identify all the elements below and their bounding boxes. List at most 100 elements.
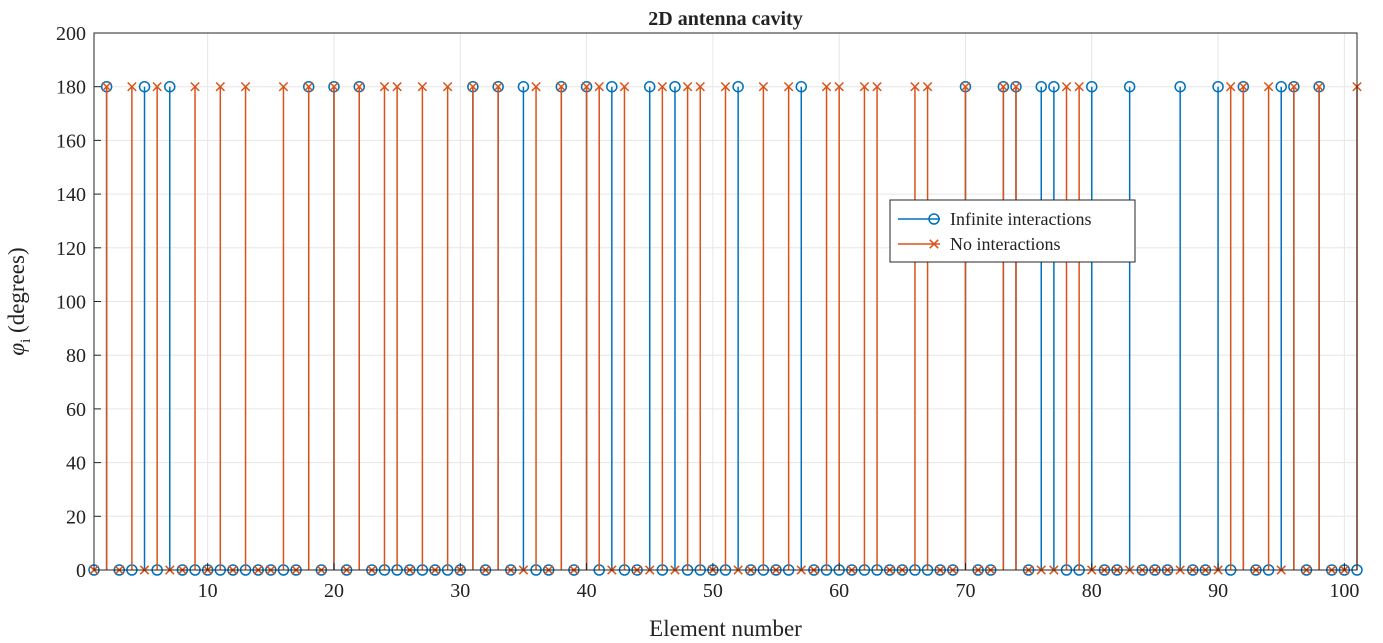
x-marker bbox=[468, 81, 478, 92]
x-marker bbox=[859, 81, 870, 92]
x-marker bbox=[1225, 81, 1236, 92]
circle-marker bbox=[164, 80, 176, 93]
x-marker bbox=[215, 81, 226, 92]
stem-point bbox=[468, 81, 478, 570]
stem-point bbox=[783, 81, 794, 570]
stem-point bbox=[643, 80, 656, 570]
series-group bbox=[88, 80, 1363, 576]
stem-point bbox=[531, 81, 541, 570]
x-tick-label: 50 bbox=[703, 580, 723, 602]
stem-point bbox=[152, 81, 162, 570]
series-2 bbox=[89, 81, 1362, 575]
y-axis-label-subscript: i bbox=[18, 339, 34, 343]
x-marker bbox=[998, 81, 1009, 92]
x-marker bbox=[758, 81, 769, 92]
chart-title: 2D antenna cavity bbox=[648, 8, 802, 30]
x-marker bbox=[594, 81, 604, 92]
x-marker bbox=[531, 81, 541, 92]
stem-point bbox=[1314, 81, 1324, 570]
stem-point bbox=[138, 80, 151, 570]
circle-marker bbox=[1212, 80, 1224, 93]
x-marker bbox=[1074, 81, 1084, 92]
x-marker bbox=[834, 81, 844, 92]
legend-label: Infinite interactions bbox=[950, 209, 1091, 229]
legend: Infinite interactions No interactions bbox=[889, 199, 1136, 263]
x-marker bbox=[581, 81, 592, 92]
x-marker bbox=[783, 81, 794, 92]
stem-point bbox=[682, 81, 693, 570]
x-axis-label: Element number bbox=[649, 616, 802, 641]
circle-marker bbox=[606, 80, 618, 93]
x-marker bbox=[1011, 81, 1021, 92]
x-marker bbox=[1314, 81, 1324, 92]
stem-point bbox=[834, 81, 844, 570]
circle-marker bbox=[669, 80, 681, 93]
x-marker bbox=[960, 81, 971, 92]
stem-point bbox=[215, 81, 226, 570]
x-marker bbox=[379, 81, 390, 92]
x-marker bbox=[354, 81, 364, 92]
circle-marker-legend bbox=[928, 213, 940, 225]
circle-marker bbox=[1174, 80, 1186, 93]
x-marker bbox=[392, 81, 402, 92]
stem-point bbox=[1035, 80, 1047, 570]
stem-point bbox=[517, 80, 530, 570]
x-marker bbox=[1289, 81, 1299, 92]
stem-point bbox=[127, 81, 137, 570]
stem-point bbox=[1123, 80, 1136, 570]
x-tick-label: 80 bbox=[1082, 580, 1102, 602]
x-marker bbox=[127, 81, 137, 92]
x-marker bbox=[695, 81, 705, 92]
y-tick-label: 40 bbox=[66, 453, 86, 475]
circle-marker bbox=[643, 80, 656, 93]
x-marker bbox=[278, 81, 289, 92]
circle-marker bbox=[517, 80, 530, 93]
stem-point bbox=[240, 81, 251, 570]
x-tick-label: 20 bbox=[324, 580, 344, 602]
stem-point bbox=[354, 81, 364, 570]
stem-point bbox=[1212, 80, 1224, 570]
y-tick-label: 160 bbox=[56, 130, 86, 152]
stem-point bbox=[556, 81, 567, 570]
circle-marker bbox=[1048, 80, 1060, 93]
x-marker bbox=[910, 81, 920, 92]
legend-entry: No interactions bbox=[898, 234, 1060, 254]
ticks: 10 20 30 40 50 60 70 80 90 100 0 20 40 60 80 100 120 140 1… bbox=[56, 23, 1359, 602]
x-marker bbox=[190, 81, 200, 92]
stem-point bbox=[190, 81, 200, 570]
x-marker bbox=[720, 81, 731, 92]
stem-point bbox=[1061, 81, 1072, 570]
stem-point bbox=[859, 81, 870, 570]
legend-label: No interactions bbox=[950, 234, 1060, 254]
stem-point bbox=[720, 81, 731, 570]
x-tick-label: 10 bbox=[198, 580, 218, 602]
stem-point bbox=[329, 81, 339, 570]
stem-point bbox=[392, 81, 402, 570]
y-tick-label: 140 bbox=[56, 184, 86, 206]
stem-point bbox=[594, 81, 604, 570]
stem-point bbox=[581, 81, 592, 570]
stem-point bbox=[379, 81, 390, 570]
stem-point bbox=[1174, 80, 1186, 570]
x-marker bbox=[872, 81, 882, 92]
x-tick-label: 60 bbox=[829, 580, 849, 602]
stem-point bbox=[795, 80, 808, 570]
x-marker-legend bbox=[929, 239, 939, 249]
x-marker bbox=[417, 81, 428, 92]
x-marker bbox=[556, 81, 567, 92]
circle-marker bbox=[1123, 80, 1136, 93]
stem-point bbox=[1263, 81, 1274, 570]
stem-point bbox=[303, 81, 314, 570]
x-tick-label: 30 bbox=[450, 580, 470, 602]
x-tick-label: 40 bbox=[577, 580, 597, 602]
y-tick-label: 200 bbox=[56, 23, 86, 45]
circle-marker bbox=[1086, 80, 1098, 93]
legend-box bbox=[889, 199, 1136, 263]
stem-point bbox=[1225, 81, 1236, 570]
stem-point bbox=[1011, 81, 1021, 570]
circle-marker bbox=[732, 80, 744, 93]
y-axis-label-text: (degrees) bbox=[4, 247, 29, 338]
x-marker bbox=[442, 81, 453, 92]
x-tick-label: 70 bbox=[955, 580, 975, 602]
